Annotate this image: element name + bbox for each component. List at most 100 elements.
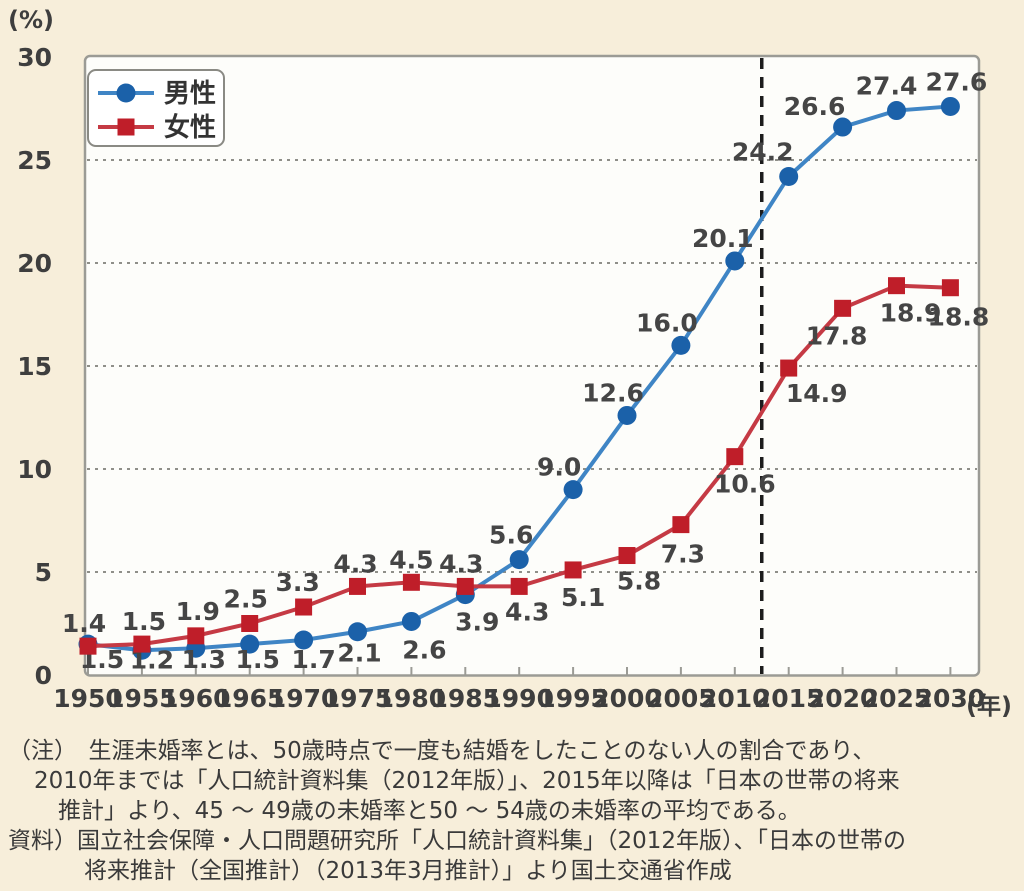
x-tick-label: 1995 [538,684,608,713]
data-point-label: 14.9 [786,379,848,408]
footnote-line: 推計」より、45 ～ 49歳の未婚率と50 ～ 54歳の未婚率の平均である。 [58,798,801,824]
x-tick-label: 1990 [484,684,554,713]
data-point-label: 10.6 [714,470,776,499]
data-point-marker [79,637,97,655]
x-tick-label: 1950 [53,684,123,713]
footnote-line: （注） 生涯未婚率とは、50歳時点で一度も結婚をしたことのない人の割合であり、 [8,738,876,764]
data-point-marker [294,630,314,650]
x-tick-label: 1965 [215,684,285,713]
plot-area [83,54,981,677]
data-point-label: 9.0 [537,453,581,482]
legend-marker [116,83,136,103]
data-point-marker [672,516,690,534]
y-tick-label: 30 [17,43,52,72]
data-point-marker [834,299,852,317]
data-point-label: 3.9 [455,608,499,637]
y-tick-label: 25 [17,146,52,175]
data-point-marker [563,480,583,500]
data-point-marker [401,611,421,631]
data-point-marker [726,448,744,466]
x-tick-label: 2015 [754,684,824,713]
chart-svg: 0510152025301950195519601965197019751980… [17,43,990,713]
data-point-marker [779,166,799,186]
data-point-marker [456,577,474,595]
x-tick-label: 2005 [646,684,716,713]
data-point-marker [671,335,691,355]
x-tick-label: 2025 [862,684,932,713]
footnote-line: 将来推計（全国推計）（2013年3月推計）」より国土交通省作成 [84,858,732,884]
data-point-marker [941,279,959,297]
data-point-marker [509,550,529,570]
data-point-marker [940,96,960,116]
y-tick-label: 5 [35,558,52,587]
data-point-label: 1.5 [236,645,280,674]
data-point-label: 24.2 [732,137,794,166]
x-tick-label: 2020 [808,684,878,713]
y-tick-label: 10 [17,455,52,484]
data-point-marker [510,577,528,595]
x-tick-label: 1980 [377,684,447,713]
data-point-label: 27.6 [926,67,988,96]
data-point-marker [833,117,853,137]
data-point-marker [564,561,582,579]
x-axis-unit: (年) [966,692,1012,720]
x-tick-label: 1975 [323,684,393,713]
legend-marker [117,118,135,136]
data-point-label: 18.9 [880,299,942,328]
x-tick-label: 2010 [700,684,770,713]
data-point-label: 4.3 [439,549,483,578]
data-point-label: 5.1 [561,583,605,612]
legend-label: 男性 [164,79,216,109]
data-point-label: 12.6 [582,378,644,407]
y-tick-label: 20 [17,249,52,278]
data-point-marker [888,277,905,295]
data-point-marker [295,598,313,616]
data-point-label: 5.6 [489,521,533,550]
data-point-marker [349,577,366,595]
footnote-line: 資料）国立社会保障・人口問題研究所「人口統計資料集」（2012年版）、「日本の世… [8,828,907,854]
data-point-label: 4.3 [505,597,549,626]
data-point-marker [618,547,636,565]
x-tick-label: 1970 [269,684,339,713]
data-point-label: 2.5 [224,585,268,614]
data-point-marker [617,405,637,425]
data-point-label: 1.9 [176,597,220,626]
data-point-marker [725,251,745,271]
data-point-label: 3.3 [275,568,319,597]
data-point-label: 18.8 [928,303,990,332]
data-point-label: 1.3 [182,645,226,674]
y-tick-label: 15 [17,352,52,381]
data-point-marker [780,359,798,377]
x-tick-label: 2000 [592,684,662,713]
data-point-label: 20.1 [692,224,754,253]
data-point-label: 17.8 [806,321,868,350]
data-point-label: 7.3 [661,540,705,569]
data-point-label: 4.5 [389,545,433,574]
data-point-marker [887,101,906,121]
x-tick-label: 2030 [916,684,986,713]
data-point-label: 27.4 [856,72,918,101]
data-point-marker [240,634,260,654]
footnote-line: 2010年までは「人口統計資料集（2012年版）」、2015年以降は「日本の世帯… [34,768,900,794]
data-point-marker [187,627,205,645]
footnote-block: （注） 生涯未婚率とは、50歳時点で一度も結婚をしたことのない人の割合であり、 2… [0,722,1024,886]
y-axis-unit: (%) [8,6,54,34]
y-tick-label: 0 [35,661,52,690]
data-point-label: 5.8 [617,567,661,596]
chart-container: (%) (年) 0 5 10 15 20 25 30 1950 1955 1960 1965 1970… [8,6,1012,720]
legend-label: 女性 [164,112,216,143]
data-point-marker [133,635,151,653]
x-tick-label: 1960 [161,684,231,713]
data-point-label: 1.4 [62,609,106,638]
data-point-label: 1.7 [291,645,335,674]
data-point-label: 1.5 [122,607,166,636]
data-point-label: 26.6 [784,92,846,121]
data-point-label: 4.3 [333,549,377,578]
x-tick-label: 1955 [107,684,177,713]
x-tick-label: 1985 [431,684,501,713]
data-point-label: 2.6 [402,635,446,664]
data-point-label: 2.1 [337,639,381,668]
data-point-marker [241,615,259,632]
data-point-marker [402,573,420,591]
